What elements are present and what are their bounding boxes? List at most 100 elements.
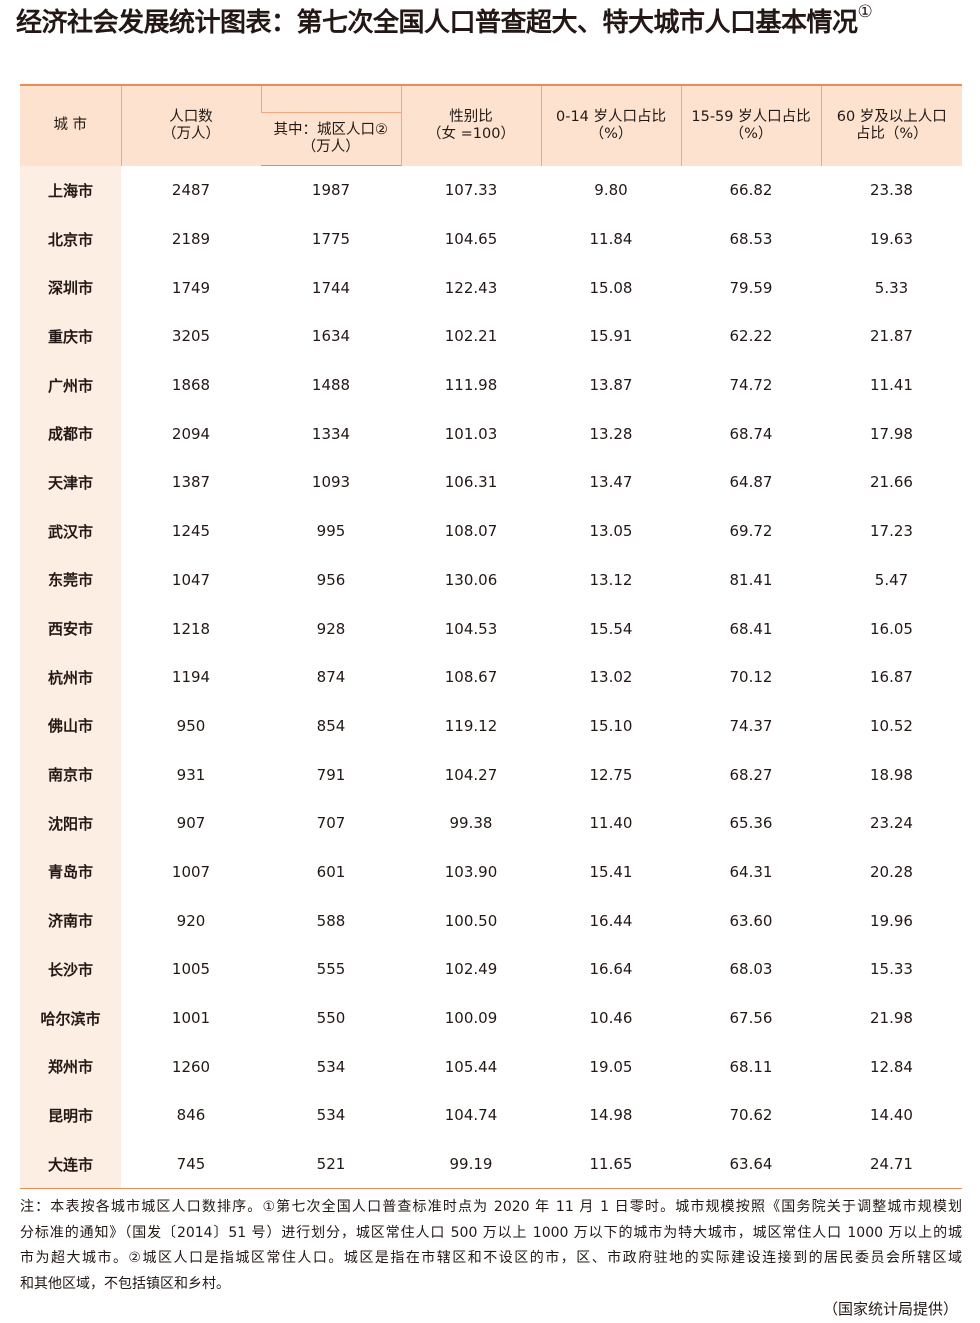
table-row: 长沙市 1005 555 102.49 16.64 68.03 15.33 xyxy=(20,945,962,994)
value-cell: 103.90 xyxy=(444,862,498,881)
value-cell: 10.46 xyxy=(589,1009,633,1028)
table-row: 天津市 1387 1093 106.31 13.47 64.87 21.66 xyxy=(20,458,962,507)
header-cell: 其中：城区人口② （万人） xyxy=(261,112,401,166)
value-cell: 2487 xyxy=(171,181,211,200)
value-cell: 17.98 xyxy=(870,424,913,443)
value-cell: 15.08 xyxy=(589,278,633,297)
value-cell: 12.75 xyxy=(589,765,633,784)
value-cell: 19.05 xyxy=(589,1057,633,1076)
value-cell: 950 xyxy=(176,716,206,735)
value-cell: 24.71 xyxy=(821,1139,962,1190)
value-cell: 68.41 xyxy=(729,619,773,638)
value-cell: 105.44 xyxy=(444,1057,498,1076)
value-cell: 15.91 xyxy=(589,327,633,346)
city-cell: 北京市 xyxy=(20,214,121,264)
title-text: 经济社会发展统计图表：第七次全国人口普查超大、特大城市人口基本情况 xyxy=(16,8,858,38)
note-line: 和其他区域，不包括镇区和乡村。 xyxy=(20,1275,230,1292)
city-cell: 天津市 xyxy=(20,458,121,507)
header-cell: 60 岁及以上人口 占比（%） xyxy=(820,84,962,166)
value-cell: 874 xyxy=(316,668,346,687)
value-cell: 108.67 xyxy=(444,668,498,687)
table-row: 重庆市 3205 1634 102.21 15.91 62.22 21.87 xyxy=(20,312,962,361)
value-cell: 62.22 xyxy=(729,327,773,346)
city-cell: 济南市 xyxy=(20,896,121,945)
value-cell: 707 xyxy=(316,814,346,833)
table-row: 郑州市 1260 534 105.44 19.05 68.11 12.84 xyxy=(20,1042,962,1092)
value-cell: 68.03 xyxy=(729,960,773,979)
value-cell: 106.31 xyxy=(444,473,498,492)
value-cell: 16.44 xyxy=(589,911,633,930)
value-cell: 79.59 xyxy=(729,278,773,297)
value-cell: 100.09 xyxy=(444,1009,498,1028)
notes: 注：本表按各城市城区人口数排序。①第七次全国人口普查标准时点为 2020 年 1… xyxy=(20,1195,962,1297)
value-cell: 907 xyxy=(176,814,206,833)
value-cell: 1245 xyxy=(171,522,211,541)
value-cell: 12.84 xyxy=(870,1057,913,1076)
value-cell: 108.07 xyxy=(444,522,498,541)
source: （国家统计局提供） xyxy=(822,1300,958,1318)
city-cell: 哈尔滨市 xyxy=(20,993,121,1043)
value-cell: 791 xyxy=(316,765,346,784)
value-cell: 104.65 xyxy=(444,230,498,249)
value-cell: 9.80 xyxy=(594,181,628,200)
city-cell: 佛山市 xyxy=(20,701,121,751)
note-line: 注：本表按各城市城区人口数排序。①第七次全国人口普查标准时点为 2020 年 1… xyxy=(20,1199,962,1215)
value-cell: 14.40 xyxy=(870,1106,913,1125)
value-cell: 601 xyxy=(316,862,346,881)
table-row: 佛山市 950 854 119.12 15.10 74.37 10.52 xyxy=(20,701,962,751)
value-cell: 745 xyxy=(121,1139,261,1190)
city-cell: 成都市 xyxy=(20,409,121,459)
value-cell: 1987 xyxy=(311,181,351,200)
value-cell: 588 xyxy=(316,911,346,930)
value-cell: 104.74 xyxy=(444,1106,498,1125)
value-cell: 13.28 xyxy=(589,424,633,443)
value-cell: 104.27 xyxy=(444,765,498,784)
table-row: 济南市 920 588 100.50 16.44 63.60 19.96 xyxy=(20,896,962,945)
table-body: 上海市 2487 1987 107.33 9.80 66.82 23.38 北京市 2189 17… xyxy=(20,165,962,1190)
note-line: 分标准的通知》（国发〔2014〕51 号）进行划分，城区常住人口 500 万以上… xyxy=(20,1224,962,1241)
value-cell: 1488 xyxy=(311,376,351,395)
value-cell: 956 xyxy=(316,570,346,589)
value-cell: 1749 xyxy=(171,278,211,297)
value-cell: 995 xyxy=(316,522,346,541)
city-cell: 深圳市 xyxy=(20,263,121,313)
value-cell: 19.96 xyxy=(870,911,913,930)
city-cell: 东莞市 xyxy=(20,555,121,605)
city-cell: 大连市 xyxy=(20,1139,121,1190)
value-cell: 854 xyxy=(316,716,346,735)
value-cell: 1218 xyxy=(171,619,211,638)
value-cell: 63.60 xyxy=(729,911,773,930)
value-cell: 122.43 xyxy=(444,278,498,297)
value-cell: 14.98 xyxy=(589,1106,633,1125)
value-cell: 13.05 xyxy=(589,522,633,541)
value-cell: 68.11 xyxy=(729,1057,773,1076)
value-cell: 11.65 xyxy=(541,1139,681,1190)
table-row: 广州市 1868 1488 111.98 13.87 74.72 11.41 xyxy=(20,360,962,410)
value-cell: 18.98 xyxy=(870,765,913,784)
value-cell: 101.03 xyxy=(444,424,498,443)
table-row: 哈尔滨市 1001 550 100.09 10.46 67.56 21.98 xyxy=(20,993,962,1043)
city-cell: 杭州市 xyxy=(20,652,121,702)
value-cell: 10.52 xyxy=(870,716,913,735)
table-row: 成都市 2094 1334 101.03 13.28 68.74 17.98 xyxy=(20,409,962,459)
value-cell: 2094 xyxy=(171,424,211,443)
city-cell: 昆明市 xyxy=(20,1091,121,1140)
value-cell: 23.24 xyxy=(870,814,913,833)
value-cell: 13.47 xyxy=(589,473,633,492)
table-row: 西安市 1218 928 104.53 15.54 68.41 16.05 xyxy=(20,604,962,653)
city-cell: 西安市 xyxy=(20,604,121,653)
value-cell: 13.12 xyxy=(589,570,633,589)
value-cell: 1260 xyxy=(171,1057,211,1076)
value-cell: 15.10 xyxy=(589,716,633,735)
table-row: 东莞市 1047 956 130.06 13.12 81.41 5.47 xyxy=(20,555,962,605)
table-row: 青岛市 1007 601 103.90 15.41 64.31 20.28 xyxy=(20,847,962,897)
value-cell: 534 xyxy=(316,1106,346,1125)
table-row: 南京市 931 791 104.27 12.75 68.27 18.98 xyxy=(20,750,962,799)
city-cell: 沈阳市 xyxy=(20,798,121,848)
value-cell: 11.40 xyxy=(589,814,633,833)
value-cell: 102.21 xyxy=(444,327,498,346)
value-cell: 1047 xyxy=(171,570,211,589)
value-cell: 64.87 xyxy=(729,473,773,492)
data-table: 城 市 人口数 （万人） 性别比 （女 =100） 0-14 岁人口占比 （%）… xyxy=(20,84,962,1190)
